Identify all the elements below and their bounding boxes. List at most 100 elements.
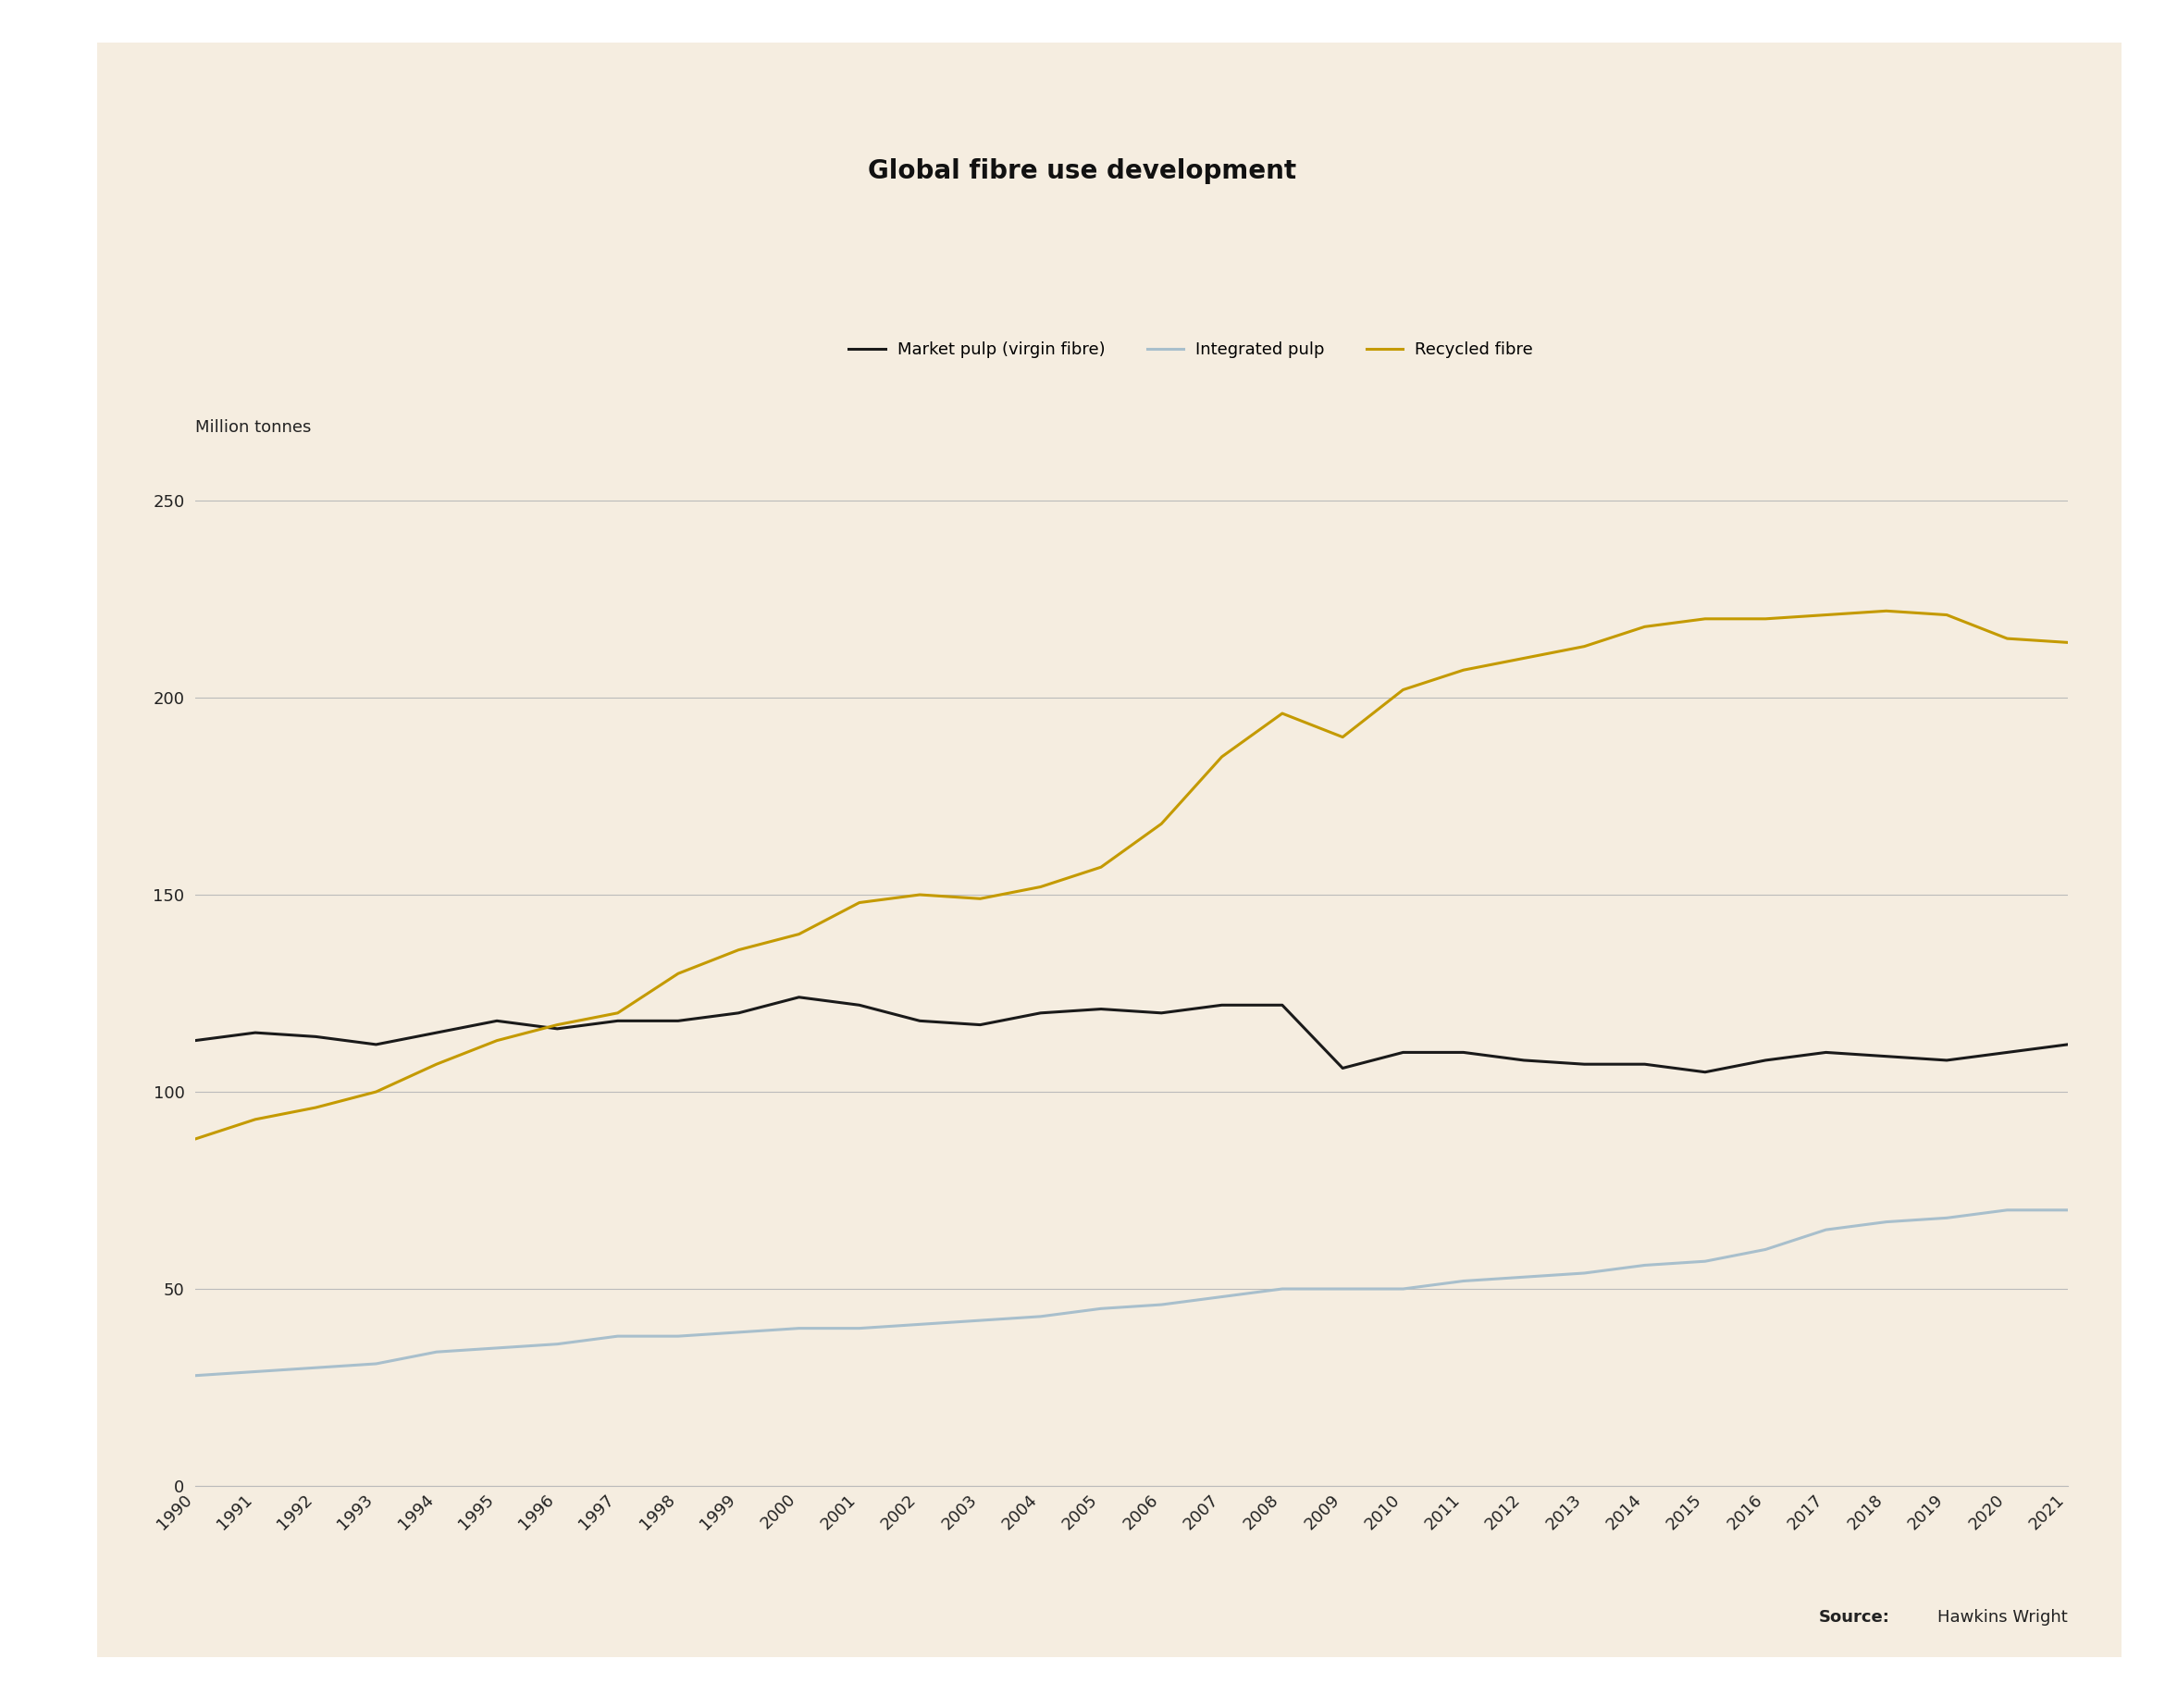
Recycled fibre xyxy=(1028,876,1054,897)
Market pulp (virgin fibre) xyxy=(847,994,872,1015)
Recycled fibre xyxy=(725,939,751,960)
Integrated pulp xyxy=(1208,1286,1234,1307)
Recycled fibre xyxy=(1390,680,1416,700)
Market pulp (virgin fibre) xyxy=(1028,1003,1054,1023)
Market pulp (virgin fibre) xyxy=(303,1027,329,1047)
Integrated pulp xyxy=(907,1313,933,1334)
Recycled fibre xyxy=(1269,704,1295,724)
Market pulp (virgin fibre) xyxy=(1632,1054,1658,1074)
Integrated pulp xyxy=(1632,1255,1658,1276)
Integrated pulp xyxy=(485,1337,511,1358)
Recycled fibre xyxy=(1994,629,2020,649)
Integrated pulp xyxy=(303,1358,329,1378)
Market pulp (virgin fibre) xyxy=(182,1030,208,1050)
Market pulp (virgin fibre) xyxy=(1751,1050,1777,1071)
Recycled fibre xyxy=(1329,728,1355,748)
Market pulp (virgin fibre) xyxy=(1451,1042,1477,1062)
Recycled fibre xyxy=(1572,635,1598,656)
Integrated pulp xyxy=(786,1319,812,1339)
Integrated pulp xyxy=(1933,1208,1959,1228)
Market pulp (virgin fibre) xyxy=(242,1023,268,1044)
Text: Million tonnes: Million tonnes xyxy=(195,418,312,436)
Text: Global fibre use development: Global fibre use development xyxy=(868,157,1297,184)
Integrated pulp xyxy=(1028,1307,1054,1327)
Integrated pulp xyxy=(1873,1211,1899,1231)
Integrated pulp xyxy=(1269,1279,1295,1300)
Recycled fibre xyxy=(1632,617,1658,637)
Recycled fibre xyxy=(364,1081,390,1102)
Recycled fibre xyxy=(1751,608,1777,629)
Integrated pulp xyxy=(1572,1262,1598,1283)
Recycled fibre xyxy=(1511,647,1537,668)
Integrated pulp xyxy=(1994,1199,2020,1220)
Market pulp (virgin fibre) xyxy=(786,987,812,1008)
Market pulp (virgin fibre) xyxy=(1269,994,1295,1015)
Integrated pulp xyxy=(1812,1220,1838,1240)
Line: Market pulp (virgin fibre): Market pulp (virgin fibre) xyxy=(195,997,2068,1073)
Recycled fibre xyxy=(485,1030,511,1050)
Text: Source:: Source: xyxy=(1819,1609,1890,1626)
Recycled fibre xyxy=(665,963,691,984)
Recycled fibre xyxy=(303,1097,329,1117)
Integrated pulp xyxy=(242,1361,268,1382)
Market pulp (virgin fibre) xyxy=(1147,1003,1173,1023)
Market pulp (virgin fibre) xyxy=(907,1011,933,1032)
Market pulp (virgin fibre) xyxy=(1511,1050,1537,1071)
Integrated pulp xyxy=(665,1325,691,1346)
Integrated pulp xyxy=(543,1334,569,1354)
Market pulp (virgin fibre) xyxy=(2055,1035,2081,1056)
Recycled fibre xyxy=(182,1129,208,1149)
Integrated pulp xyxy=(2055,1199,2081,1220)
Integrated pulp xyxy=(1147,1295,1173,1315)
Recycled fibre xyxy=(424,1054,450,1074)
Integrated pulp xyxy=(1511,1267,1537,1288)
Line: Recycled fibre: Recycled fibre xyxy=(195,611,2068,1139)
Integrated pulp xyxy=(1451,1271,1477,1291)
Recycled fibre xyxy=(847,892,872,912)
Integrated pulp xyxy=(1329,1279,1355,1300)
Integrated pulp xyxy=(725,1322,751,1342)
Legend: Market pulp (virgin fibre), Integrated pulp, Recycled fibre: Market pulp (virgin fibre), Integrated p… xyxy=(849,342,1533,359)
Market pulp (virgin fibre) xyxy=(1329,1057,1355,1078)
Recycled fibre xyxy=(2055,632,2081,652)
Market pulp (virgin fibre) xyxy=(1390,1042,1416,1062)
Recycled fibre xyxy=(968,888,994,909)
Market pulp (virgin fibre) xyxy=(1089,999,1115,1020)
Recycled fibre xyxy=(1873,601,1899,622)
Integrated pulp xyxy=(968,1310,994,1331)
Recycled fibre xyxy=(1933,605,1959,625)
Integrated pulp xyxy=(424,1342,450,1363)
Recycled fibre xyxy=(786,924,812,945)
Recycled fibre xyxy=(1451,659,1477,680)
Integrated pulp xyxy=(1751,1240,1777,1261)
Integrated pulp xyxy=(364,1353,390,1373)
Recycled fibre xyxy=(1812,605,1838,625)
Line: Integrated pulp: Integrated pulp xyxy=(195,1209,2068,1375)
Market pulp (virgin fibre) xyxy=(968,1015,994,1035)
Recycled fibre xyxy=(1147,813,1173,834)
Market pulp (virgin fibre) xyxy=(543,1018,569,1038)
Recycled fibre xyxy=(1693,608,1719,629)
Integrated pulp xyxy=(1089,1298,1115,1319)
Market pulp (virgin fibre) xyxy=(1693,1062,1719,1083)
Market pulp (virgin fibre) xyxy=(604,1011,630,1032)
Recycled fibre xyxy=(1208,746,1234,767)
Market pulp (virgin fibre) xyxy=(1812,1042,1838,1062)
Market pulp (virgin fibre) xyxy=(1208,994,1234,1015)
Market pulp (virgin fibre) xyxy=(725,1003,751,1023)
Market pulp (virgin fibre) xyxy=(665,1011,691,1032)
Market pulp (virgin fibre) xyxy=(485,1011,511,1032)
Recycled fibre xyxy=(1089,857,1115,878)
Market pulp (virgin fibre) xyxy=(424,1023,450,1044)
Integrated pulp xyxy=(847,1319,872,1339)
Text: Hawkins Wright: Hawkins Wright xyxy=(1938,1609,2068,1626)
Recycled fibre xyxy=(907,885,933,905)
Integrated pulp xyxy=(1390,1279,1416,1300)
Market pulp (virgin fibre) xyxy=(1873,1045,1899,1066)
Integrated pulp xyxy=(1693,1250,1719,1271)
Integrated pulp xyxy=(604,1325,630,1346)
Market pulp (virgin fibre) xyxy=(1572,1054,1598,1074)
Market pulp (virgin fibre) xyxy=(364,1035,390,1056)
Market pulp (virgin fibre) xyxy=(1933,1050,1959,1071)
Integrated pulp xyxy=(182,1365,208,1385)
